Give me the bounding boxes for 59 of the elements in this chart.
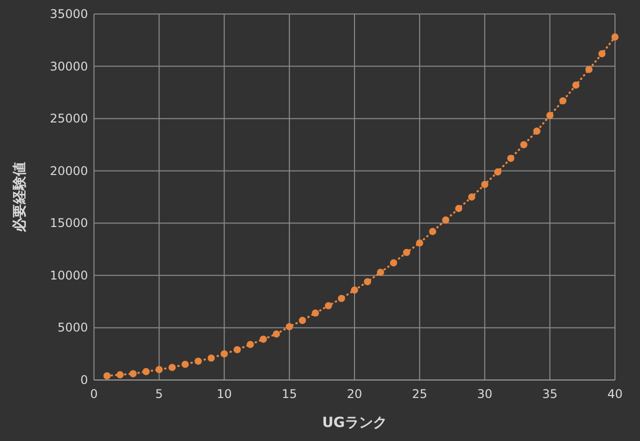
y-tick-label: 35000 xyxy=(50,7,88,21)
y-axis-title: 必要経験値 xyxy=(11,162,28,233)
point xyxy=(260,336,267,343)
point xyxy=(338,294,346,302)
point xyxy=(298,316,306,324)
point xyxy=(286,323,293,330)
point xyxy=(312,309,320,317)
x-tick-label: 40 xyxy=(607,387,623,401)
point xyxy=(142,368,150,376)
point xyxy=(350,286,358,294)
point xyxy=(103,372,111,380)
point xyxy=(324,302,332,310)
point xyxy=(208,354,215,362)
point xyxy=(403,248,410,256)
y-tick-label: 30000 xyxy=(50,59,88,74)
point xyxy=(182,360,189,368)
point xyxy=(129,370,137,378)
point xyxy=(246,340,254,348)
x-tick-label: 0 xyxy=(90,387,98,401)
point xyxy=(156,366,163,374)
x-tick-label: 30 xyxy=(477,387,492,401)
point xyxy=(585,66,593,74)
y-tick-label: 15000 xyxy=(50,216,88,230)
x-tick-label: 10 xyxy=(216,387,232,401)
point xyxy=(481,180,488,188)
x-tick-label: 25 xyxy=(412,387,428,401)
point xyxy=(533,128,540,135)
point xyxy=(494,168,502,176)
point xyxy=(455,204,462,212)
point xyxy=(559,97,566,104)
x-tick-label: 20 xyxy=(346,387,362,401)
x-tick-label: 35 xyxy=(542,387,558,401)
point xyxy=(507,154,514,162)
point xyxy=(416,239,424,247)
point xyxy=(116,371,124,378)
point xyxy=(234,346,241,354)
point xyxy=(598,50,606,58)
point xyxy=(468,193,476,201)
x-axis-title: UGランク xyxy=(322,415,387,431)
point xyxy=(442,216,450,224)
x-tick-label: 5 xyxy=(155,387,163,401)
point xyxy=(611,33,619,41)
y-tick-label: 20000 xyxy=(50,164,88,178)
x-tick-label: 15 xyxy=(282,387,298,401)
point xyxy=(220,350,228,358)
point xyxy=(429,228,436,236)
y-tick-label: 5000 xyxy=(57,320,88,335)
point xyxy=(168,364,176,372)
point xyxy=(364,278,372,286)
point xyxy=(376,268,384,276)
point xyxy=(520,141,528,148)
y-tick-label: 25000 xyxy=(50,112,88,126)
point xyxy=(194,358,202,365)
point xyxy=(272,330,280,338)
point xyxy=(546,112,554,120)
y-tick-label: 0 xyxy=(80,373,88,387)
y-tick-label: 10000 xyxy=(50,268,88,282)
point xyxy=(572,82,580,89)
point xyxy=(390,259,398,266)
